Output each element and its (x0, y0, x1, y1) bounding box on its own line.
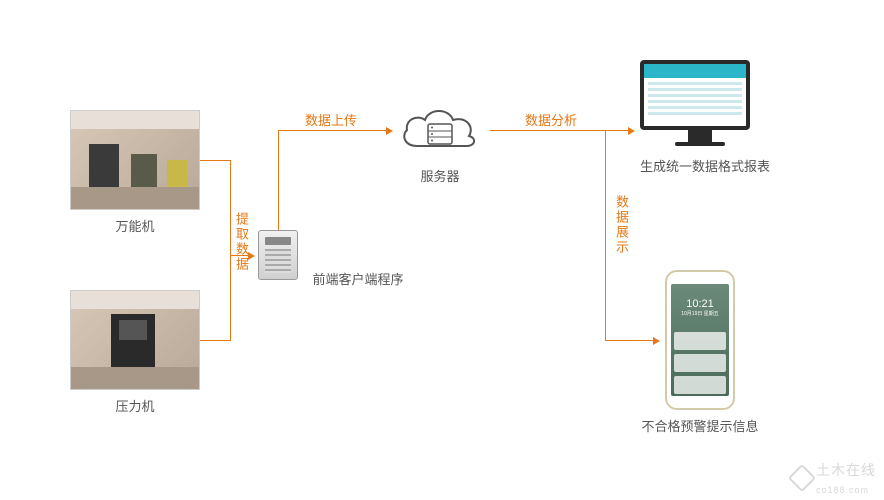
node-client: 前端客户端程序 (258, 230, 403, 288)
phone-icon: 10:21 10月19日 星期五 (665, 270, 735, 410)
node-machine-universal: 万能机 (70, 110, 200, 235)
label-monitor: 生成统一数据格式报表 (640, 156, 770, 175)
edge-upload: 数据上传 (305, 110, 357, 129)
node-monitor: 生成统一数据格式报表 (640, 60, 770, 175)
monitor-icon (640, 60, 760, 150)
conn-m2-h (200, 340, 230, 341)
node-server: 服务器 (395, 100, 485, 185)
conn-display-h (605, 340, 655, 341)
client-icon (258, 230, 298, 280)
edge-analyze: 数据分析 (525, 110, 577, 129)
watermark-sub: co188.com (816, 485, 869, 495)
phone-time: 10:21 (671, 284, 729, 310)
arrow-to-phone (653, 337, 660, 345)
node-machine-pressure: 压力机 (70, 290, 200, 415)
conn-client-up (278, 130, 279, 230)
edge-display: 数据展示 (612, 195, 631, 255)
label-machine2: 压力机 (70, 396, 200, 415)
phone-date: 10月19日 星期五 (671, 310, 729, 317)
node-phone: 10:21 10月19日 星期五 不合格预警提示信息 (665, 270, 765, 435)
conn-display-v (605, 130, 606, 340)
conn-machines-v (230, 160, 231, 341)
conn-m1-h (200, 160, 230, 161)
label-client: 前端客户端程序 (312, 269, 403, 288)
conn-analyze (490, 130, 630, 131)
label-server: 服务器 (395, 166, 485, 185)
edge-extract: 提取数据 (232, 212, 251, 272)
watermark-logo-icon (788, 464, 816, 492)
conn-upload (278, 130, 388, 131)
cloud-icon (395, 100, 485, 160)
watermark-text: 土木在线 (816, 462, 876, 478)
arrow-to-monitor (628, 127, 635, 135)
label-phone: 不合格预警提示信息 (635, 416, 765, 435)
photo-universal-machine (70, 110, 200, 210)
photo-pressure-machine (70, 290, 200, 390)
watermark: 土木在线 co188.com (792, 460, 876, 496)
label-machine1: 万能机 (70, 216, 200, 235)
arrow-to-server (386, 127, 393, 135)
